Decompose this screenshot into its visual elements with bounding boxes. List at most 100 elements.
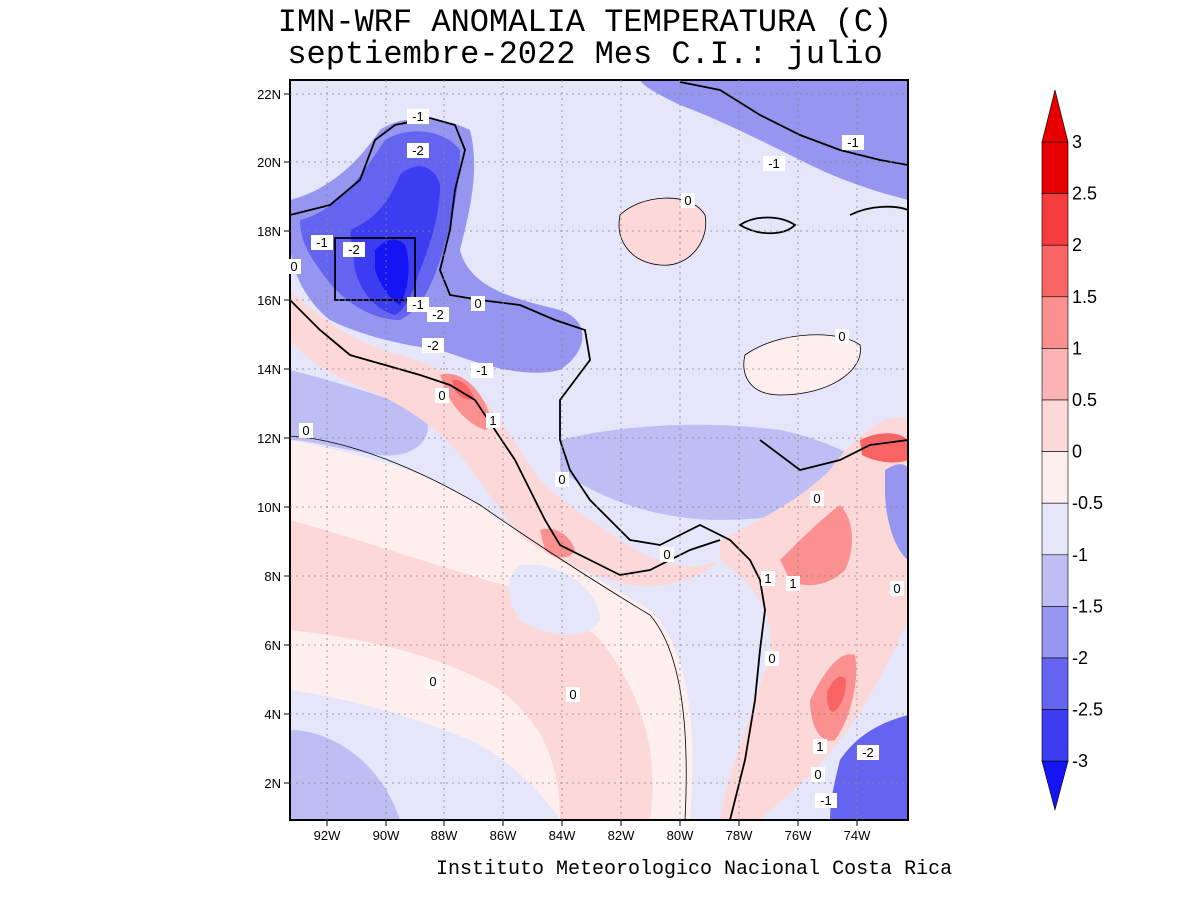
lat-tick-label: 22N xyxy=(257,87,281,102)
contour-label-bg xyxy=(813,739,827,754)
latitude-axis: 22N 20N 18N 16N 14N 12N 10N 8N 6N 4N 2N xyxy=(257,87,290,791)
colorbar-label: -1.5 xyxy=(1072,596,1103,616)
contour-label-bg xyxy=(422,338,444,353)
caribbean-warm-east xyxy=(743,334,861,395)
guajira-warm xyxy=(860,433,908,463)
lat-tick-label: 10N xyxy=(257,500,281,515)
colombia-warm-outer xyxy=(720,417,908,820)
contour-label-bg xyxy=(810,491,824,506)
lon-tick-label: 88W xyxy=(431,828,458,843)
southwest-cool-core xyxy=(290,730,400,820)
venezuela-cool xyxy=(885,464,908,560)
contour-label-bg xyxy=(835,329,849,344)
longitude-axis: 92W 90W 88W 86W 84W 82W 80W 78W 76W 74W xyxy=(314,820,871,843)
contour-label: -1 xyxy=(768,156,780,171)
contour-zero-line-2 xyxy=(618,197,707,266)
contour-label-bg xyxy=(427,307,449,322)
colorbar-label: 0.5 xyxy=(1072,390,1097,410)
contour-label: 0 xyxy=(569,687,576,702)
colorbar-label: -1 xyxy=(1072,545,1088,565)
colorbar-segment xyxy=(1041,451,1069,504)
colorbar-segment xyxy=(1041,244,1069,298)
contour-label-bg xyxy=(435,388,449,403)
lat-tick-label: 18N xyxy=(257,224,281,239)
contour-label-bg xyxy=(857,745,879,760)
contour-label-bg xyxy=(555,472,569,487)
contour-label-bg xyxy=(765,651,779,666)
lat-tick-label: 16N xyxy=(257,293,281,308)
colorbar-bottom-arrow xyxy=(1041,760,1069,812)
contour-label: 0 xyxy=(838,329,845,344)
lat-tick-label: 4N xyxy=(264,707,281,722)
colorbar-labels: 3 2.5 2 1.5 1 0.5 0 -0.5 -1 -1.5 -2 -2.5 -3 xyxy=(1072,132,1103,771)
contour-label-bg xyxy=(407,143,429,158)
contour-label: 0 xyxy=(893,581,900,596)
colorbar-label: 3 xyxy=(1072,132,1082,152)
colorbar-label: 0 xyxy=(1072,442,1082,462)
lon-tick-label: 82W xyxy=(608,828,635,843)
contour-label-bg xyxy=(299,423,313,438)
contour-label-bg xyxy=(890,581,904,596)
contour-label-bg xyxy=(486,413,500,428)
contour-label: -2 xyxy=(348,242,360,257)
colorbar-label: 1 xyxy=(1072,338,1082,358)
colorbar-segment xyxy=(1041,657,1069,710)
contour-label: 0 xyxy=(558,472,565,487)
colorbar-label: 2.5 xyxy=(1072,184,1097,204)
contour-label-bg xyxy=(566,687,580,702)
coastlines xyxy=(290,81,908,820)
jamaica-warm xyxy=(619,198,706,266)
chart-title-line1: IMN-WRF ANOMALIA TEMPERATURA (C) xyxy=(277,4,893,41)
contour-label-bg xyxy=(343,242,365,257)
pacific-warm-core xyxy=(290,520,653,820)
colorbar-segment xyxy=(1041,606,1069,659)
cuba-cool xyxy=(640,80,908,200)
colorbar-label: 1.5 xyxy=(1072,287,1097,307)
colorbar-segment xyxy=(1041,141,1069,194)
contour-label-bg xyxy=(763,156,785,171)
lon-tick-label: 90W xyxy=(373,828,400,843)
lat-tick-label: 2N xyxy=(264,776,281,791)
colorbar xyxy=(1041,89,1069,812)
lon-tick-label: 84W xyxy=(549,828,576,843)
contour-label: -2 xyxy=(862,745,874,760)
contour-labels: -1 -2 -1 -1 -2 0 -1 -2 0 -1 -2 -1 0 0 0 1 0 0 0 0 1 0 1 0 0 0 -2 -1… xyxy=(287,109,904,808)
contour-label-bg xyxy=(407,297,429,312)
contour-label: -1 xyxy=(412,109,424,124)
contour-label-bg xyxy=(407,109,429,124)
lat-tick-label: 6N xyxy=(264,638,281,653)
yucatan-cool-max xyxy=(375,239,409,305)
nicaragua-warm-max xyxy=(452,379,474,400)
colorbar-top-arrow xyxy=(1041,89,1069,143)
contour-label-bg xyxy=(311,235,333,250)
contour-label-bg xyxy=(786,576,800,591)
colombia-warm-mid xyxy=(780,505,852,586)
colorbar-label: -2 xyxy=(1072,648,1088,668)
lon-tick-label: 80W xyxy=(667,828,694,843)
contour-label: 1 xyxy=(764,571,771,586)
colorbar-segment xyxy=(1041,193,1069,246)
lon-tick-label: 78W xyxy=(726,828,753,843)
lon-tick-label: 86W xyxy=(490,828,517,843)
contour-label-bg xyxy=(471,296,485,311)
contour-label: 0 xyxy=(438,388,445,403)
lon-tick-label: 76W xyxy=(785,828,812,843)
lat-tick-label: 20N xyxy=(257,155,281,170)
contour-label: -2 xyxy=(412,143,424,158)
contour-label-bg xyxy=(681,193,695,208)
pacific-cool-lobe xyxy=(508,564,600,635)
colorbar-segment xyxy=(1041,296,1069,349)
contour-zero-line xyxy=(290,435,687,820)
contour-label-bg xyxy=(660,547,674,562)
contour-label-bg xyxy=(471,363,493,378)
contour-label: 1 xyxy=(489,413,496,428)
colombia-warm-max xyxy=(827,676,846,712)
lat-tick-label: 8N xyxy=(264,569,281,584)
central-america-warm-strip xyxy=(290,290,720,587)
colorbar-segment xyxy=(1041,399,1069,452)
colorbar-label: -2.5 xyxy=(1072,700,1103,720)
contour-label: -1 xyxy=(316,235,328,250)
contour-label: 0 xyxy=(768,651,775,666)
contour-label: 0 xyxy=(474,296,481,311)
